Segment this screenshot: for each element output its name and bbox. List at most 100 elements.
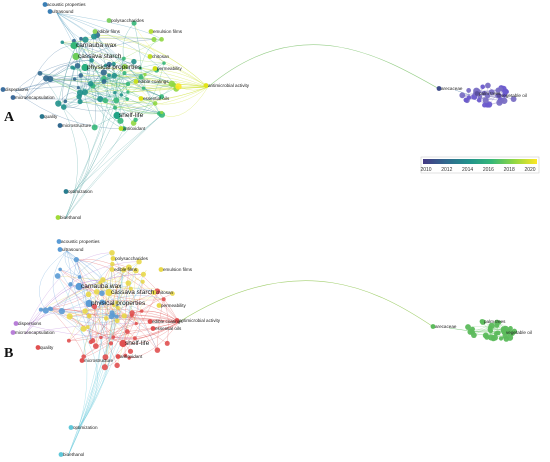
term-label: chitosan xyxy=(152,54,170,59)
term-node xyxy=(147,54,153,59)
network-edge xyxy=(116,270,137,366)
colorbar-gradient xyxy=(423,159,537,164)
network-node xyxy=(510,96,517,102)
network-node xyxy=(485,82,491,89)
network-edge xyxy=(56,12,144,89)
term-node xyxy=(436,86,442,91)
network-node xyxy=(117,117,124,124)
network-node xyxy=(466,88,472,93)
network-edge xyxy=(67,269,124,457)
network-edge xyxy=(155,86,209,105)
network-edge xyxy=(91,60,162,97)
network-node xyxy=(80,325,87,332)
network-edge xyxy=(448,327,471,332)
term-node xyxy=(479,319,485,324)
network-edge xyxy=(24,279,103,335)
network-node xyxy=(68,282,73,287)
network-node xyxy=(125,280,132,286)
network-node xyxy=(66,313,73,320)
network-node xyxy=(77,275,82,279)
term-node xyxy=(58,452,64,457)
term-node xyxy=(148,29,154,34)
term-label: vegetable oil xyxy=(506,330,532,335)
network-edge xyxy=(93,36,108,101)
network-edge xyxy=(178,280,436,329)
network-node xyxy=(38,307,43,312)
network-edge xyxy=(57,275,114,338)
network-node xyxy=(101,79,107,84)
term-label: acoustic properties xyxy=(47,2,86,7)
network-node xyxy=(140,309,144,313)
network-edge xyxy=(46,65,73,79)
network-node xyxy=(90,338,96,344)
network-node xyxy=(164,340,170,346)
network-edge xyxy=(66,250,158,351)
network-node xyxy=(82,308,88,314)
term-node xyxy=(119,339,127,348)
network-edge xyxy=(124,315,180,323)
network-edge xyxy=(24,323,137,335)
network-edge xyxy=(66,250,119,308)
network-edge xyxy=(64,100,117,220)
network-node xyxy=(115,305,120,310)
term-node xyxy=(156,303,162,308)
network-node xyxy=(109,249,115,256)
colorbar-tick: 2020 xyxy=(524,167,535,173)
network-edge xyxy=(14,85,93,92)
network-edge xyxy=(90,83,124,129)
network-edge xyxy=(39,250,68,311)
network-edge xyxy=(66,250,112,344)
term-node xyxy=(203,83,209,88)
network-edge xyxy=(76,259,180,323)
network-edge xyxy=(72,75,115,194)
term-label: physical properties xyxy=(87,64,142,71)
network-node xyxy=(131,20,137,26)
term-label: shelf-life xyxy=(125,340,150,347)
term-node xyxy=(85,299,93,308)
network-node xyxy=(161,297,166,302)
panel-a-labels: acoustic properties ultrasound polysacchar… xyxy=(5,2,527,220)
term-node xyxy=(35,345,41,350)
network-node xyxy=(127,356,131,360)
network-edge xyxy=(14,75,115,92)
term-label: antioxidant xyxy=(123,126,146,131)
network-edge xyxy=(104,291,158,368)
term-node xyxy=(57,247,63,252)
colorbar-tick: 2012 xyxy=(441,167,452,173)
network-node xyxy=(103,63,108,68)
network-node xyxy=(92,343,99,350)
network-edge xyxy=(92,85,156,104)
colorbar-bar xyxy=(423,159,537,164)
term-label: shelf-life xyxy=(119,112,144,119)
term-node xyxy=(106,18,112,23)
term-label: antimicrobial activity xyxy=(208,83,250,88)
network-node xyxy=(490,336,496,342)
term-label: permeability xyxy=(161,303,186,308)
term-label: microencapsulation xyxy=(15,330,55,335)
network-edge xyxy=(14,78,104,92)
network-edge xyxy=(103,81,128,100)
network-edge xyxy=(85,308,180,323)
network-edge xyxy=(62,42,141,69)
network-node xyxy=(60,104,67,110)
term-label: permeability xyxy=(157,66,182,71)
network-edge xyxy=(40,294,89,310)
network-edge xyxy=(80,75,209,88)
network-node xyxy=(82,36,89,43)
term-label: palm trees xyxy=(479,91,501,96)
network-node xyxy=(488,89,495,95)
term-label: edible films xyxy=(97,29,121,34)
network-node xyxy=(477,94,483,99)
network-edge xyxy=(68,302,105,341)
network-node xyxy=(76,89,84,96)
network-edge xyxy=(112,263,180,323)
term-label: dispersions xyxy=(5,87,29,92)
network-node xyxy=(121,267,127,273)
network-edge xyxy=(140,67,209,88)
network-node xyxy=(48,306,54,312)
panel-b-labels: acoustic properties ultrasound polysacchar… xyxy=(15,239,532,457)
network-edge xyxy=(119,58,128,100)
network-node xyxy=(141,86,146,90)
term-node xyxy=(68,425,74,430)
network-node xyxy=(70,65,75,70)
